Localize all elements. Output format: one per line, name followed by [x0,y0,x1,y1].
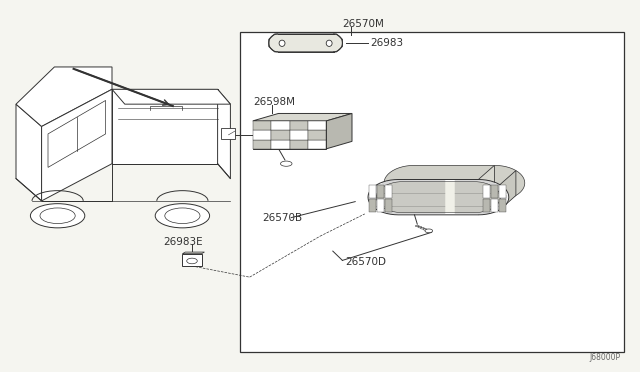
Ellipse shape [187,258,197,264]
Ellipse shape [425,229,433,233]
Bar [253,121,271,130]
Ellipse shape [155,204,209,228]
Bar [308,140,326,149]
Polygon shape [48,100,106,167]
Ellipse shape [165,208,200,224]
Bar [253,130,271,140]
Polygon shape [269,34,342,52]
Polygon shape [16,67,112,126]
Bar [290,121,308,130]
Bar [491,185,498,198]
Ellipse shape [326,40,332,46]
Bar [499,199,506,212]
Bar [308,130,326,140]
Polygon shape [479,166,495,215]
Text: 26570D: 26570D [346,257,387,267]
Text: 26570B: 26570B [262,213,303,222]
Bar [385,185,392,198]
Polygon shape [112,89,230,104]
Bar [369,185,376,198]
Bar [290,130,308,140]
Text: 26570M: 26570M [342,19,384,29]
Text: 26983: 26983 [370,38,403,48]
Polygon shape [218,89,230,179]
Bar [253,140,271,149]
Text: J68000P: J68000P [589,353,621,362]
Polygon shape [112,89,218,164]
Polygon shape [112,89,218,112]
Bar [377,185,384,198]
Bar [182,254,202,266]
Text: 26598M: 26598M [253,97,295,107]
Bar [483,199,490,212]
Bar [271,130,289,140]
Ellipse shape [30,204,85,228]
Bar [221,128,235,139]
Bar [271,140,289,149]
Ellipse shape [280,161,292,166]
Bar [271,121,289,130]
Bar [240,32,624,352]
Polygon shape [253,121,326,149]
Bar [377,199,384,212]
Polygon shape [16,104,42,201]
Ellipse shape [40,208,76,224]
Polygon shape [500,170,516,210]
Bar [369,199,376,212]
Bar [308,121,326,130]
Text: 26983E: 26983E [163,237,203,247]
Bar [499,185,506,198]
Polygon shape [253,113,352,121]
Bar [491,199,498,212]
Bar [385,199,392,212]
Polygon shape [42,89,112,201]
Polygon shape [326,113,352,149]
Ellipse shape [279,40,285,46]
Bar [290,140,308,149]
Polygon shape [182,252,204,254]
Polygon shape [368,180,509,215]
Bar [483,185,490,198]
Polygon shape [376,182,500,213]
Polygon shape [384,166,525,201]
